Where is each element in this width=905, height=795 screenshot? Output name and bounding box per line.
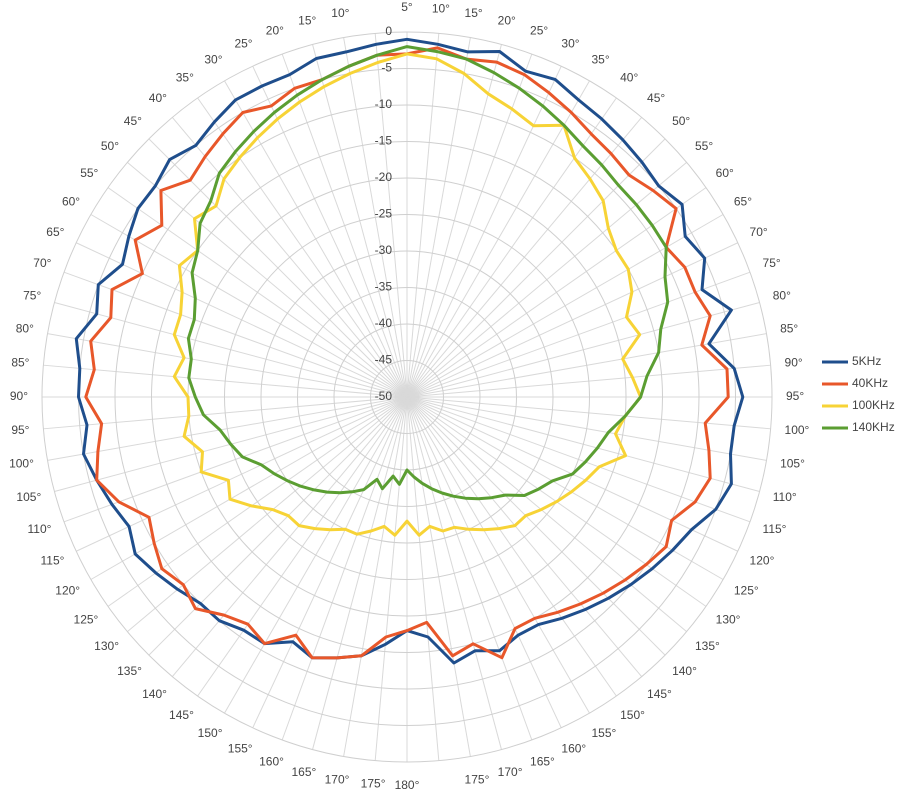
angle-label: 95° xyxy=(11,423,29,437)
angle-label: 165° xyxy=(530,755,555,769)
angle-label: 175° xyxy=(361,777,386,791)
angle-label: 145° xyxy=(647,687,672,701)
grid-circle xyxy=(297,287,517,507)
angle-label: 175° xyxy=(465,772,490,786)
angle-label: 40° xyxy=(149,91,167,105)
angle-label: 130° xyxy=(716,612,741,626)
r-tick-label: -15 xyxy=(375,134,393,148)
angle-label: 90° xyxy=(10,389,28,403)
r-tick-label: -45 xyxy=(375,353,393,367)
angle-label: 30° xyxy=(561,37,579,51)
angle-label: 60° xyxy=(62,195,80,209)
angle-label: 110° xyxy=(28,522,52,536)
r-tick-label: 0 xyxy=(385,24,392,38)
angle-label: 55° xyxy=(80,166,98,180)
angle-label: 50° xyxy=(672,114,690,128)
angle-label: 20° xyxy=(498,13,516,27)
angle-label: 45° xyxy=(124,114,142,128)
angle-label: 150° xyxy=(620,708,645,722)
legend-label: 140KHz xyxy=(852,420,895,434)
angle-label: 155° xyxy=(592,726,617,740)
legend-label: 100KHz xyxy=(852,398,895,412)
angle-label: 45° xyxy=(647,91,665,105)
r-tick-label: -20 xyxy=(375,170,393,184)
angle-label: 135° xyxy=(695,639,720,653)
angle-label: 100° xyxy=(9,457,34,471)
angle-label: 105° xyxy=(16,490,41,504)
angle-label: 80° xyxy=(16,322,34,336)
series-line xyxy=(172,52,643,537)
angle-label: 30° xyxy=(204,52,222,66)
angle-label: 120° xyxy=(750,554,775,568)
angle-label: 25° xyxy=(234,37,252,51)
angle-label: 70° xyxy=(750,225,768,239)
r-tick-label: -35 xyxy=(375,280,393,294)
r-tick-label: -5 xyxy=(381,61,392,75)
angle-label: 135° xyxy=(117,664,142,678)
angle-label: 120° xyxy=(55,584,80,598)
angle-label: 165° xyxy=(291,765,316,779)
angle-label: 150° xyxy=(198,726,223,740)
legend-label: 5KHz xyxy=(852,354,881,368)
angle-label: 80° xyxy=(773,288,791,302)
r-tick-label: -10 xyxy=(375,97,393,111)
angle-label: 55° xyxy=(695,139,713,153)
angle-label: 160° xyxy=(561,742,586,756)
grid-circle xyxy=(224,214,590,580)
angle-label: 170° xyxy=(498,765,523,779)
angle-label: 145° xyxy=(169,708,194,722)
r-tick-label: -30 xyxy=(375,243,393,257)
angle-label: 65° xyxy=(46,225,64,239)
series-line xyxy=(186,45,670,501)
angle-label: 95° xyxy=(786,389,804,403)
angle-label: 65° xyxy=(734,195,752,209)
angle-label: 170° xyxy=(325,772,350,786)
angle-label: 85° xyxy=(780,322,798,336)
grid-circle xyxy=(260,250,554,544)
angle-label: 60° xyxy=(716,166,734,180)
angle-label: 155° xyxy=(228,742,253,756)
grid-circle xyxy=(114,104,700,690)
angle-label: 180° xyxy=(395,778,420,792)
angle-label: 115° xyxy=(763,522,787,536)
angle-label: 125° xyxy=(74,612,99,626)
angle-label: 10° xyxy=(331,6,349,20)
angle-label: 130° xyxy=(94,639,119,653)
angle-label: 35° xyxy=(176,71,194,85)
angle-label: 10° xyxy=(432,2,450,16)
angle-label: 110° xyxy=(773,490,797,504)
angle-label: 20° xyxy=(266,24,284,38)
r-tick-label: -40 xyxy=(375,316,393,330)
angle-label: 85° xyxy=(11,355,29,369)
angle-label: 75° xyxy=(23,288,41,302)
angle-label: 100° xyxy=(785,423,810,437)
angle-label: 40° xyxy=(620,71,638,85)
angle-label: 70° xyxy=(33,256,51,270)
grid-circle xyxy=(41,31,773,763)
r-tick-label: -25 xyxy=(375,207,393,221)
r-tick-label: -50 xyxy=(375,389,393,403)
angle-label: 35° xyxy=(592,52,610,66)
angle-label: 5° xyxy=(401,0,413,14)
legend-label: 40KHz xyxy=(852,376,888,390)
angle-label: 75° xyxy=(763,256,781,270)
angle-label: 125° xyxy=(734,584,759,598)
angle-label: 15° xyxy=(465,6,483,20)
angle-label: 90° xyxy=(785,355,803,369)
grid-circle xyxy=(370,360,444,434)
angle-label: 115° xyxy=(41,554,65,568)
angle-label: 15° xyxy=(298,13,316,27)
angle-label: 50° xyxy=(101,139,119,153)
angle-label: 140° xyxy=(142,687,167,701)
angle-label: 25° xyxy=(530,24,548,38)
angle-label: 140° xyxy=(672,664,697,678)
angle-label: 105° xyxy=(780,457,805,471)
grid-circle xyxy=(151,141,663,653)
angle-label: 160° xyxy=(259,755,284,769)
